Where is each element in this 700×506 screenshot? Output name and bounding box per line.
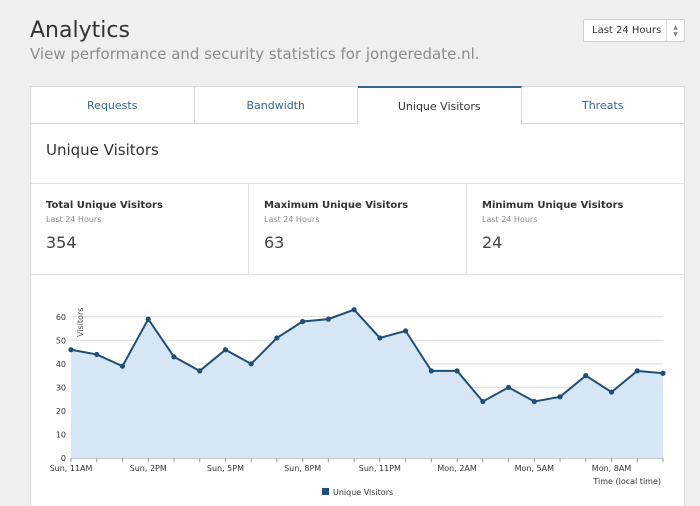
data-point xyxy=(351,307,357,313)
x-tick-label: Mon, 8AM xyxy=(592,464,632,473)
tab-bar: Requests Bandwidth Unique Visitors Threa… xyxy=(31,86,684,125)
y-tick-label: 20 xyxy=(56,407,66,416)
time-range-select[interactable]: Last 24 Hours ▲ ▼ xyxy=(583,19,685,42)
time-range-value: Last 24 Hours xyxy=(592,25,662,36)
legend-swatch xyxy=(322,488,329,495)
stat-label: Minimum Unique Visitors xyxy=(482,200,624,211)
visitors-chart: 0 10 20 30 40 50 60 Visitors Sun, 11AM Sun, 2PM Su… xyxy=(31,275,684,501)
tab-requests[interactable]: Requests xyxy=(31,87,195,123)
series-area xyxy=(71,309,663,458)
data-point xyxy=(325,316,331,322)
y-tick-label: 60 xyxy=(56,313,66,322)
data-point xyxy=(119,363,126,369)
stat-period: Last 24 Hours xyxy=(46,215,102,224)
x-tick-label: Sun, 11AM xyxy=(50,464,93,473)
x-tick-label: Sun, 5PM xyxy=(207,464,244,473)
tab-bandwidth[interactable]: Bandwidth xyxy=(194,87,358,123)
data-point xyxy=(428,368,434,374)
y-axis-label: Visitors xyxy=(76,308,85,337)
data-point xyxy=(68,347,74,353)
tab-threats[interactable]: Threats xyxy=(521,87,684,123)
stat-value: 354 xyxy=(46,233,77,252)
x-tick-label: Sun, 2PM xyxy=(130,464,167,473)
legend-label: Unique Visitors xyxy=(333,488,393,497)
stat-value: 24 xyxy=(482,233,503,252)
stat-label: Total Unique Visitors xyxy=(46,200,163,211)
data-point xyxy=(377,335,383,341)
data-point xyxy=(454,368,460,374)
data-point xyxy=(608,389,615,395)
x-tick-label: Sun, 8PM xyxy=(284,464,321,473)
data-point xyxy=(197,368,203,374)
data-point xyxy=(583,373,589,379)
stat-label: Maximum Unique Visitors xyxy=(264,200,409,211)
data-point xyxy=(403,328,409,334)
x-tick-label: Mon, 2AM xyxy=(437,464,477,473)
page-subtitle: View performance and security statistics… xyxy=(30,45,480,63)
stats-row: Total Unique Visitors Last 24 Hours 354 … xyxy=(31,184,684,275)
data-point xyxy=(300,318,306,325)
y-tick-label: 10 xyxy=(56,430,66,439)
stat-period: Last 24 Hours xyxy=(264,215,320,224)
x-tick-label: Mon, 5AM xyxy=(515,464,555,473)
data-point xyxy=(222,347,229,353)
series-line xyxy=(70,308,664,403)
data-point xyxy=(531,398,537,405)
y-tick-label: 40 xyxy=(56,360,66,369)
updown-caret-icon: ▲ ▼ xyxy=(666,20,684,41)
page-title: Analytics xyxy=(30,18,130,43)
data-point xyxy=(505,384,512,390)
analytics-card: Requests Bandwidth Unique Visitors Threa… xyxy=(30,86,685,506)
data-point xyxy=(557,394,563,400)
data-point xyxy=(145,316,151,322)
stat-value: 63 xyxy=(264,233,285,252)
data-point xyxy=(94,351,100,358)
stat-minimum: Minimum Unique Visitors Last 24 Hours 24 xyxy=(467,184,684,274)
x-tick-label: Sun, 11PM xyxy=(359,464,401,473)
data-point xyxy=(171,354,177,360)
tab-unique-visitors[interactable]: Unique Visitors xyxy=(358,86,522,125)
data-point xyxy=(660,370,666,376)
x-axis-label: Time (local time) xyxy=(592,477,661,486)
visitors-chart-svg: 0 10 20 30 40 50 60 Visitors Sun, 11AM Sun, 2PM Su… xyxy=(50,307,666,497)
data-point xyxy=(274,335,280,341)
y-tick-label: 30 xyxy=(56,383,66,392)
section-title: Unique Visitors xyxy=(31,124,684,184)
data-point xyxy=(634,368,640,374)
stat-maximum: Maximum Unique Visitors Last 24 Hours 63 xyxy=(249,184,467,274)
data-point xyxy=(480,398,486,405)
stat-period: Last 24 Hours xyxy=(482,215,538,224)
y-tick-label: 50 xyxy=(56,336,66,345)
y-tick-label: 0 xyxy=(61,454,66,463)
stat-total: Total Unique Visitors Last 24 Hours 354 xyxy=(31,184,249,274)
data-point xyxy=(248,361,254,367)
